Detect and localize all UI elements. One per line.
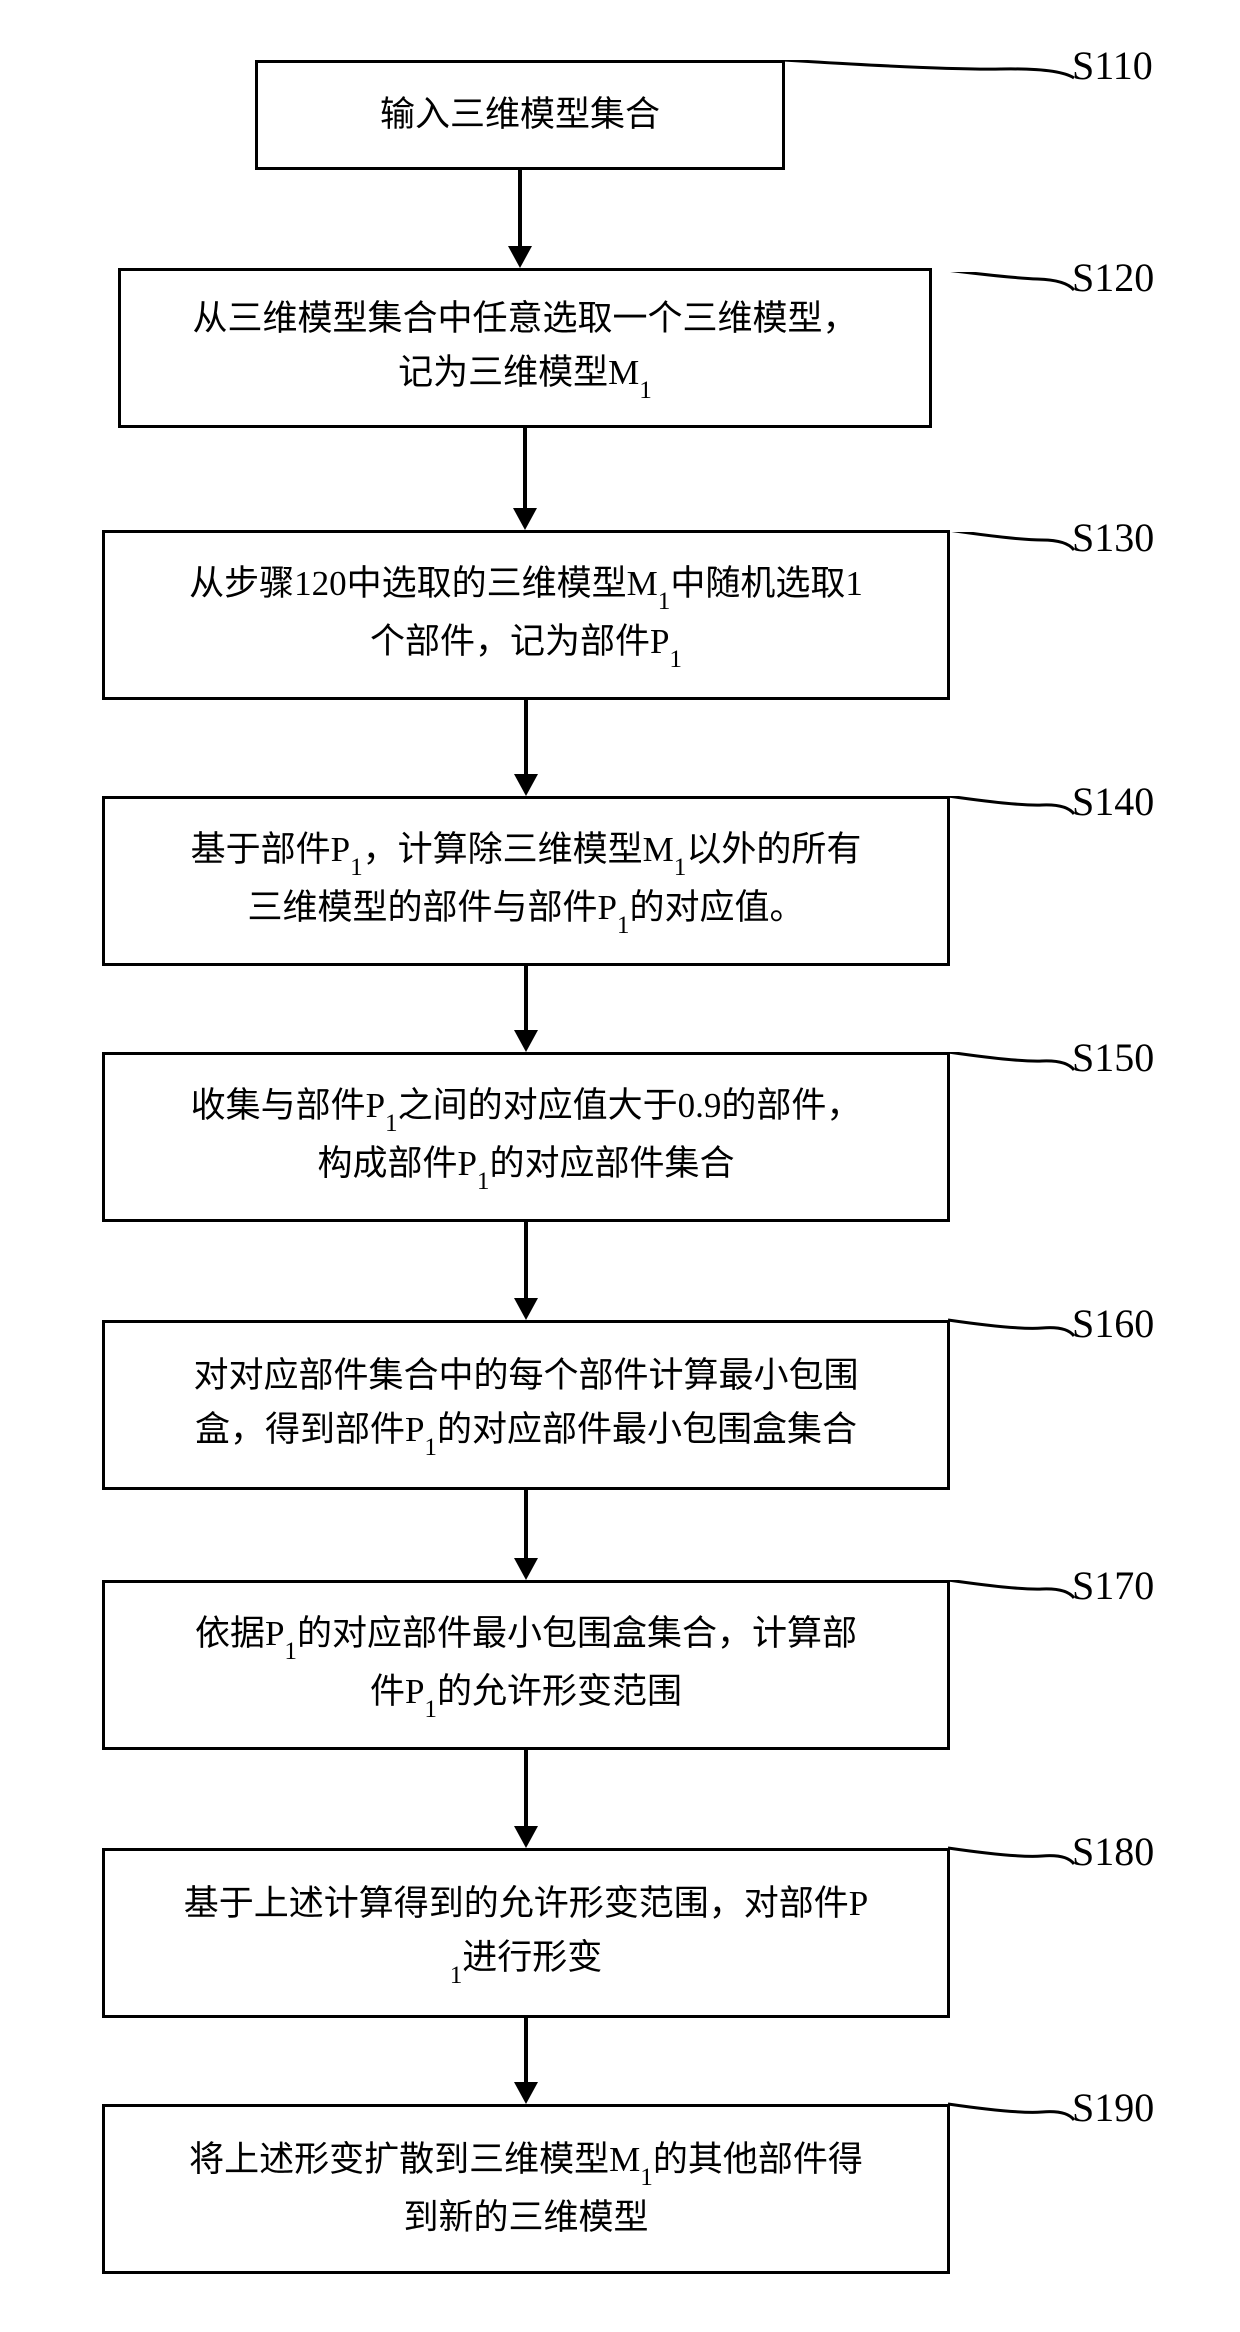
callout-curve (946, 796, 1082, 864)
step-s170: 依据P1的对应部件最小包围盒集合，计算部件P1的允许形变范围 (102, 1580, 950, 1750)
arrow-head-icon (514, 2082, 538, 2104)
arrow-line (524, 1750, 528, 1826)
step-s140: 基于部件P1，计算除三维模型M1以外的所有三维模型的部件与部件P1的对应值。 (102, 796, 950, 966)
step-s120: 从三维模型集合中任意选取一个三维模型，记为三维模型M1 (118, 268, 932, 428)
step-label-s160: S160 (1072, 1300, 1154, 1347)
callout-curve (928, 272, 1082, 340)
step-label-s150: S150 (1072, 1034, 1154, 1081)
step-label-s120: S120 (1072, 254, 1154, 301)
arrow-head-icon (508, 246, 532, 268)
step-text: 将上述形变扩散到三维模型M1的其他部件得到新的三维模型 (189, 2133, 863, 2245)
callout-curve (946, 2102, 1082, 2170)
step-label-s170: S170 (1072, 1562, 1154, 1609)
step-text: 从三维模型集合中任意选取一个三维模型，记为三维模型M1 (192, 292, 857, 404)
arrow-line (523, 428, 527, 508)
callout-curve (946, 532, 1082, 600)
callout-curve (946, 1052, 1082, 1120)
step-label-s110: S110 (1072, 42, 1153, 89)
step-s160: 对对应部件集合中的每个部件计算最小包围盒，得到部件P1的对应部件最小包围盒集合 (102, 1320, 950, 1490)
step-text: 输入三维模型集合 (380, 88, 660, 142)
arrow-line (524, 700, 528, 774)
step-label-s140: S140 (1072, 778, 1154, 825)
step-text: 收集与部件P1之间的对应值大于0.9的部件，构成部件P1的对应部件集合 (191, 1079, 862, 1195)
arrow-head-icon (513, 508, 537, 530)
step-label-s190: S190 (1072, 2084, 1154, 2131)
arrow-line (518, 170, 522, 246)
step-text: 依据P1的对应部件最小包围盒集合，计算部件P1的允许形变范围 (195, 1607, 857, 1723)
step-s190: 将上述形变扩散到三维模型M1的其他部件得到新的三维模型 (102, 2104, 950, 2274)
step-text: 基于上述计算得到的允许形变范围，对部件P1进行形变 (184, 1877, 868, 1989)
callout-curve (781, 60, 1082, 128)
arrow-line (524, 1222, 528, 1298)
arrow-line (524, 966, 528, 1030)
step-text: 基于部件P1，计算除三维模型M1以外的所有三维模型的部件与部件P1的对应值。 (191, 823, 862, 939)
callout-curve (946, 1318, 1082, 1386)
arrow-head-icon (514, 1030, 538, 1052)
callout-curve (946, 1846, 1082, 1914)
arrow-head-icon (514, 1558, 538, 1580)
step-s130: 从步骤120中选取的三维模型M1中随机选取1个部件，记为部件P1 (102, 530, 950, 700)
arrow-line (524, 1490, 528, 1558)
arrow-head-icon (514, 1298, 538, 1320)
arrow-head-icon (514, 1826, 538, 1848)
callout-curve (946, 1580, 1082, 1648)
step-s150: 收集与部件P1之间的对应值大于0.9的部件，构成部件P1的对应部件集合 (102, 1052, 950, 1222)
step-label-s180: S180 (1072, 1828, 1154, 1875)
step-text: 对对应部件集合中的每个部件计算最小包围盒，得到部件P1的对应部件最小包围盒集合 (193, 1349, 858, 1461)
arrow-head-icon (514, 774, 538, 796)
step-s180: 基于上述计算得到的允许形变范围，对部件P1进行形变 (102, 1848, 950, 2018)
arrow-line (524, 2018, 528, 2082)
step-s110: 输入三维模型集合 (255, 60, 785, 170)
flowchart-container: 输入三维模型集合 S110 从三维模型集合中任意选取一个三维模型，记为三维模型M1 S… (0, 0, 1240, 2332)
step-label-s130: S130 (1072, 514, 1154, 561)
step-text: 从步骤120中选取的三维模型M1中随机选取1个部件，记为部件P1 (189, 557, 863, 673)
